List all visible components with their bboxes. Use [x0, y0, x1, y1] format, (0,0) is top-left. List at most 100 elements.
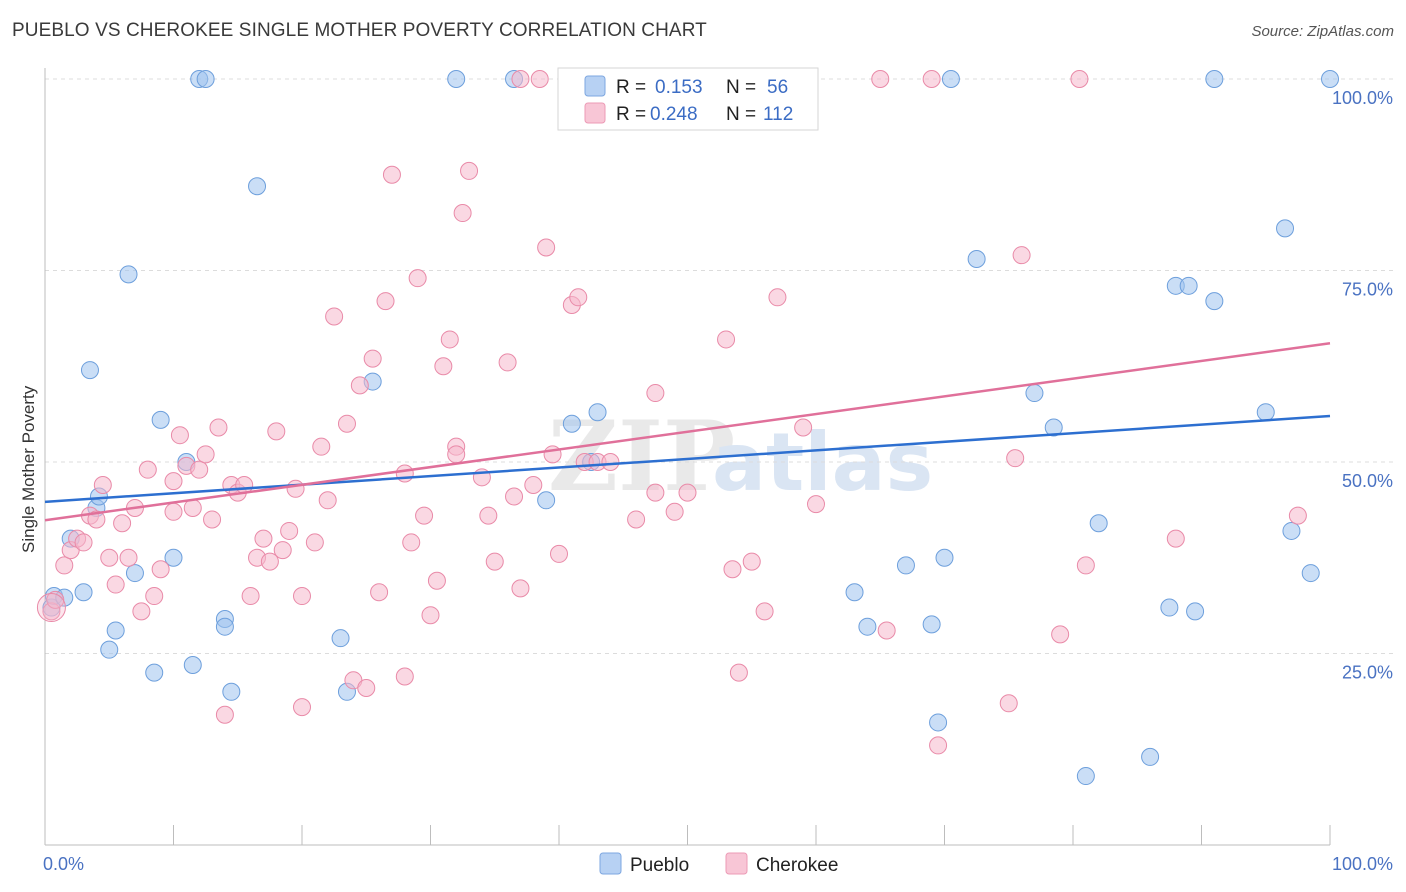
pueblo-point-10 [119, 265, 138, 284]
legend-n-value-cherokee: 112 [763, 104, 793, 125]
cherokee-point-75 [537, 238, 556, 257]
cherokee-point-31 [241, 587, 260, 606]
cherokee-point-107 [1166, 529, 1185, 548]
pueblo-point-32 [845, 583, 864, 602]
cherokee-point-90 [723, 560, 742, 579]
pueblo-point-39 [967, 250, 986, 269]
cherokee-point-56 [408, 269, 427, 288]
cherokee-point-43 [318, 491, 337, 510]
legend-n-value-pueblo: 56 [767, 77, 788, 98]
cherokee-point-63 [447, 445, 466, 464]
cherokee-point-51 [376, 292, 395, 311]
cherokee-point-93 [755, 602, 774, 621]
cherokee-point-58 [421, 606, 440, 625]
cherokee-point-106 [1076, 556, 1095, 575]
pueblo-point-47 [1179, 276, 1198, 295]
cherokee-trend-line [44, 342, 1331, 522]
pueblo-point-11 [125, 564, 144, 583]
cherokee-point-8 [93, 475, 112, 494]
pueblo-trend-line [44, 414, 1331, 504]
cherokee-point-59 [427, 571, 446, 590]
pueblo-point-43 [1089, 514, 1108, 533]
series-legend: Pueblo Cherokee [599, 852, 838, 876]
pueblo-point-40 [1025, 384, 1044, 403]
cherokee-point-35 [267, 422, 286, 441]
legend-r-label-cherokee: R = [616, 104, 646, 125]
cherokee-point-2 [55, 556, 74, 575]
pueblo-point-54 [1301, 564, 1320, 583]
cherokee-point-69 [498, 353, 517, 372]
cherokee-point-70 [505, 487, 524, 506]
cherokee-point-104 [1051, 625, 1070, 644]
pueblo-point-20 [215, 617, 234, 636]
cherokee-point-49 [363, 349, 382, 368]
cherokee-point-24 [196, 445, 215, 464]
pueblo-point-38 [941, 70, 960, 88]
cherokee-point-19 [164, 502, 183, 521]
pueblo-point-52 [1276, 219, 1295, 238]
pueblo-point-37 [935, 548, 954, 567]
cherokee-point-60 [434, 357, 453, 376]
cherokee-point-7 [87, 510, 106, 529]
cherokee-point-85 [646, 384, 665, 403]
chart-title: PUEBLO VS CHEROKEE SINGLE MOTHER POVERTY… [12, 20, 707, 41]
cherokee-point-94 [768, 288, 787, 307]
cherokee-point-11 [113, 514, 132, 533]
cherokee-point-100 [929, 736, 948, 755]
cherokee-point-65 [460, 161, 479, 180]
pueblo-point-23 [331, 629, 350, 648]
legend-r-label-pueblo: R = [616, 77, 646, 98]
cherokee-point-101 [999, 694, 1018, 713]
cherokee-point-15 [138, 460, 157, 479]
cherokee-point-9 [100, 548, 119, 567]
cherokee-point-95 [794, 418, 813, 437]
y-tick-label-2: 75.0% [1342, 280, 1393, 300]
cherokee-point-22 [183, 498, 202, 517]
cherokee-point-74 [530, 70, 549, 88]
pueblo-point-41 [1044, 418, 1063, 437]
cherokee-point-16 [145, 587, 164, 606]
cherokee-point-41 [305, 533, 324, 552]
cherokee-point-88 [678, 483, 697, 502]
cherokee-point-44 [325, 307, 344, 326]
pueblo-point-55 [1321, 70, 1339, 88]
cherokee-point-25 [203, 510, 222, 529]
pueblo-point-28 [537, 491, 556, 510]
legend-n-label-cherokee: N = [726, 104, 756, 125]
cherokee-point-27 [215, 705, 234, 724]
y-axis-label: Single Mother Poverty [19, 385, 38, 553]
x-tick-label-1: 100.0% [1332, 854, 1393, 874]
grid [45, 78, 1395, 654]
cherokee-point-36 [273, 541, 292, 560]
pueblo-point-14 [164, 548, 183, 567]
pueblo-point-26 [447, 70, 466, 88]
cherokee-point-96 [807, 495, 825, 514]
pueblo-point-21 [222, 682, 241, 701]
cherokee-point-26 [209, 418, 228, 437]
cherokee-point-89 [717, 330, 736, 349]
pueblo-point-9 [106, 621, 125, 640]
cherokee-point-77 [550, 544, 568, 563]
cherokee-point-57 [415, 506, 434, 525]
series-legend-swatch-pueblo [599, 852, 622, 875]
pueblo-point-50 [1205, 292, 1224, 311]
series-legend-swatch-cherokee [725, 852, 748, 875]
cherokee-point-54 [395, 667, 414, 686]
x-tick-labels: 0.0% 100.0% [43, 854, 1393, 874]
pueblo-point-44 [1141, 747, 1160, 766]
pueblo-point-51 [1256, 403, 1275, 422]
pueblo-point-12 [145, 663, 164, 682]
cherokee-point-64 [453, 204, 472, 223]
cherokee-point-17 [151, 560, 170, 579]
cherokee-point-108 [1288, 506, 1307, 525]
cherokee-point-20 [170, 426, 189, 445]
legend-r-value-pueblo: 0.153 [655, 77, 703, 98]
cherokee-point-18 [164, 472, 183, 491]
cherokee-point-48 [357, 678, 376, 697]
y-tick-label-1: 50.0% [1342, 471, 1393, 491]
pueblo-point-13 [151, 410, 170, 429]
pueblo-point-48 [1186, 602, 1205, 621]
cherokee-cluster-point [36, 593, 66, 623]
cherokee-point-14 [132, 602, 151, 621]
